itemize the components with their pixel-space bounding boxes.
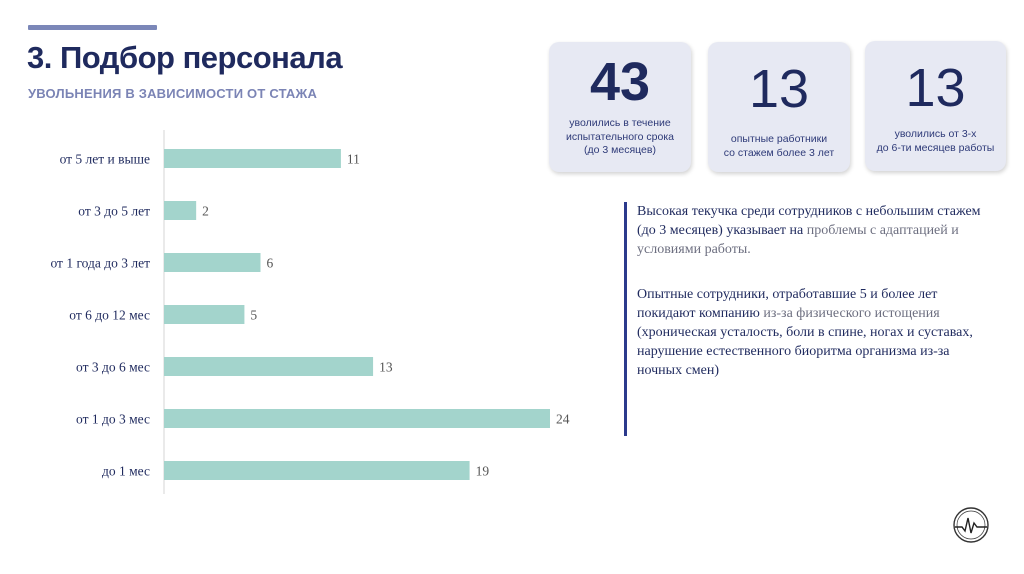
value-label: 6 xyxy=(267,256,274,271)
stat-description: опытные работники со стажем более 3 лет xyxy=(723,133,835,159)
stat-number: 13 xyxy=(905,58,966,118)
bar-0 xyxy=(164,149,341,168)
heartbeat-circle-icon xyxy=(953,507,989,543)
page-title: 3. Подбор персонала xyxy=(27,40,343,75)
conclusion-paragraph-1: Высокая текучка среди сотрудников с небо… xyxy=(637,204,981,257)
category-label: от 1 до 3 мес xyxy=(76,412,150,427)
category-label: от 1 года до 3 лет xyxy=(50,256,150,271)
value-label: 11 xyxy=(347,152,360,167)
page-subtitle: УВОЛЬНЕНИЯ В ЗАВИСИМОСТИ ОТ СТАЖА xyxy=(28,86,318,101)
category-label: до 1 мес xyxy=(102,464,150,479)
conclusions-text-block: Высокая текучка среди сотрудников с небо… xyxy=(624,202,982,436)
bar-1 xyxy=(164,201,197,220)
stat-number: 13 xyxy=(748,59,810,119)
bar-4 xyxy=(164,357,374,376)
category-label: от 5 лет и выше xyxy=(60,152,150,167)
bar-3 xyxy=(164,305,245,324)
bar-6 xyxy=(164,461,470,480)
dismissals-bar-chart: от 5 лет и выше 11 от 3 до 5 лет 2 от 1 года… xyxy=(50,130,570,494)
stat-card-3-6-months: 13 уволились от 3-х до 6-ти месяцев рабо… xyxy=(865,41,1006,171)
category-label: от 6 до 12 мес xyxy=(69,308,150,323)
stat-description: уволились в течение испытательного срока… xyxy=(565,117,674,157)
stat-card-experienced: 13 опытные работники со стажем более 3 л… xyxy=(708,42,850,172)
value-label: 2 xyxy=(202,204,209,219)
bar-5 xyxy=(164,409,550,428)
category-label: от 3 до 5 лет xyxy=(78,204,150,219)
stat-number: 43 xyxy=(589,52,651,112)
title-accent-line xyxy=(28,25,157,30)
stat-card-probation: 43 уволились в течение испытательного ср… xyxy=(549,42,691,172)
value-label: 13 xyxy=(379,360,393,375)
value-label: 19 xyxy=(476,464,490,479)
category-label: от 3 до 6 мес xyxy=(76,360,150,375)
stat-description: уволились от 3-х до 6-ти месяцев работы xyxy=(876,128,995,154)
conclusion-paragraph-2: Опытные сотрудники, отработавшие 5 и бол… xyxy=(637,287,973,378)
value-label: 24 xyxy=(556,412,570,427)
value-label: 5 xyxy=(250,308,257,323)
bar-2 xyxy=(164,253,261,272)
